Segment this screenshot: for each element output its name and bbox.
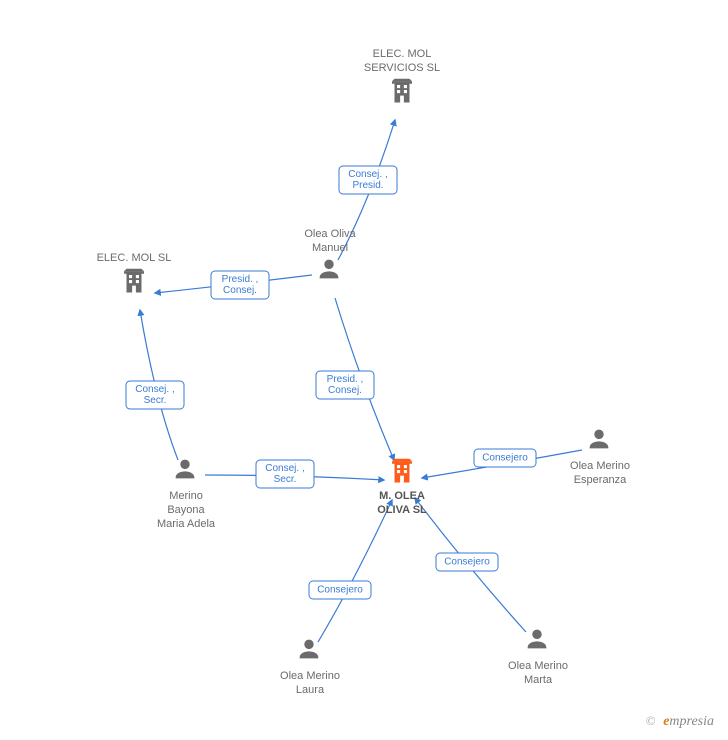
node-olea_merino_marta[interactable] [523,625,553,655]
person-icon [295,635,323,663]
person-icon [315,255,343,283]
edge-label-text: Secr. [274,474,297,485]
person-icon [523,625,551,653]
node-olea_merino_esperanza[interactable] [585,425,615,455]
network-canvas: Consej. ,Presid.Presid. ,Consej.Presid. … [0,0,728,740]
edge-label-text: Presid. [352,180,383,191]
node-olea_oliva_manuel[interactable] [315,255,345,285]
copyright-symbol: © [646,713,656,728]
edge-label-text: Consej. , [135,384,174,395]
edge-label-text: Consej. [328,385,362,396]
node-merino_bayona[interactable] [171,455,201,485]
edge-label-text: Secr. [144,395,167,406]
edge-label-text: Consej. [223,285,257,296]
edge-label-text: Consej. , [265,463,304,474]
person-icon [171,455,199,483]
brand-rest: mpresia [669,714,714,729]
building-icon [387,455,417,485]
building-icon [387,75,417,105]
node-elec_mol_servicios[interactable] [387,75,417,105]
edge-olea_merino_laura-to-m_olea_oliva [318,500,392,642]
edge-label-text: Consej. , [348,169,387,180]
node-m_olea_oliva[interactable] [387,455,417,485]
edge-label-text: Consejero [317,585,363,596]
person-icon [585,425,613,453]
edge-label-text: Consejero [444,557,490,568]
node-olea_merino_laura[interactable] [295,635,325,665]
edge-label-text: Presid. , [222,274,259,285]
building-icon [119,265,149,295]
node-elec_mol[interactable] [119,265,149,295]
footer-branding: © empresia [646,713,714,730]
edge-label-text: Consejero [482,453,528,464]
edge-label-text: Presid. , [327,374,364,385]
